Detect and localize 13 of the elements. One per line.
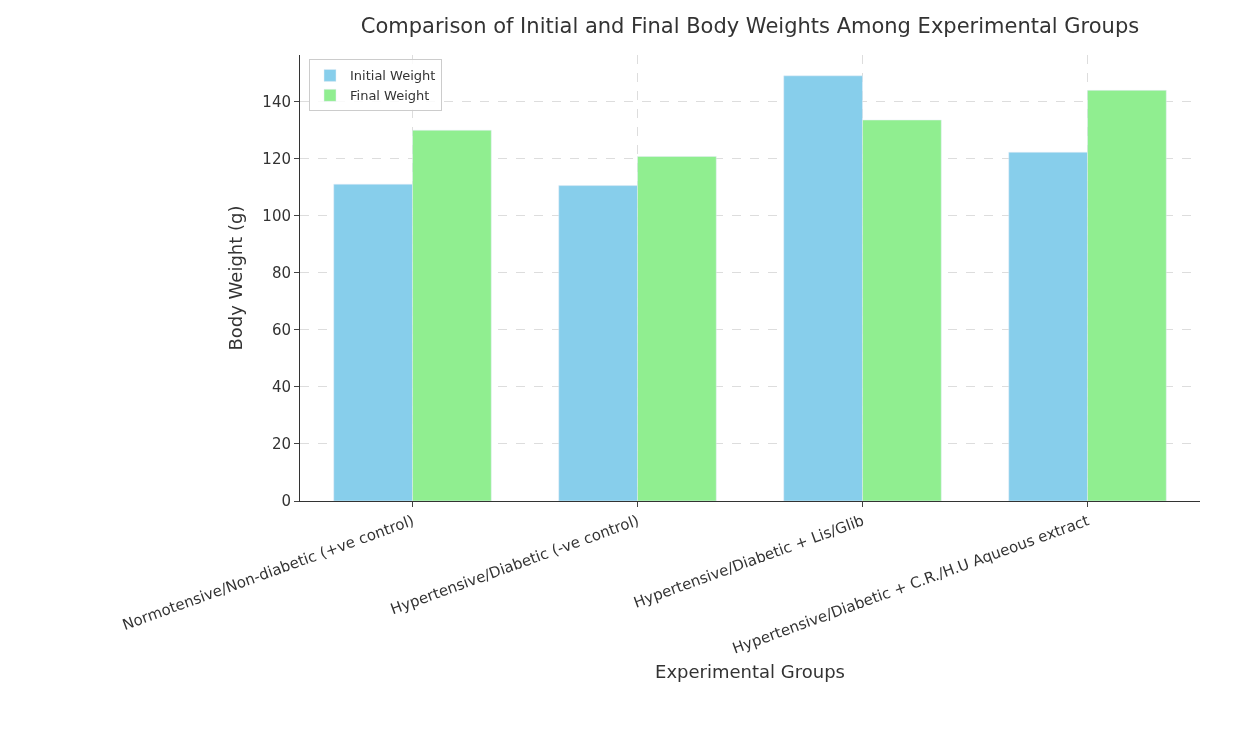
legend-label: Final Weight [350,88,430,104]
y-tick-label: 140 [262,93,291,112]
chart-title: Comparison of Initial and Final Body Weights Among Experimental Groups [360,13,1140,38]
y-tick-label: 100 [262,207,291,226]
y-tick-label: 20 [271,435,291,454]
y-axis-title: Body Weight (g) [224,205,246,351]
legend-label: Initial Weight [350,68,436,84]
y-tick-label: 120 [262,150,291,169]
y-tick-label: 80 [271,264,291,283]
y-tick-label: 40 [271,378,291,397]
x-axis-title: Experimental Groups [655,660,845,682]
y-tick-label: 0 [281,492,291,511]
y-tick-label: 60 [271,321,291,340]
